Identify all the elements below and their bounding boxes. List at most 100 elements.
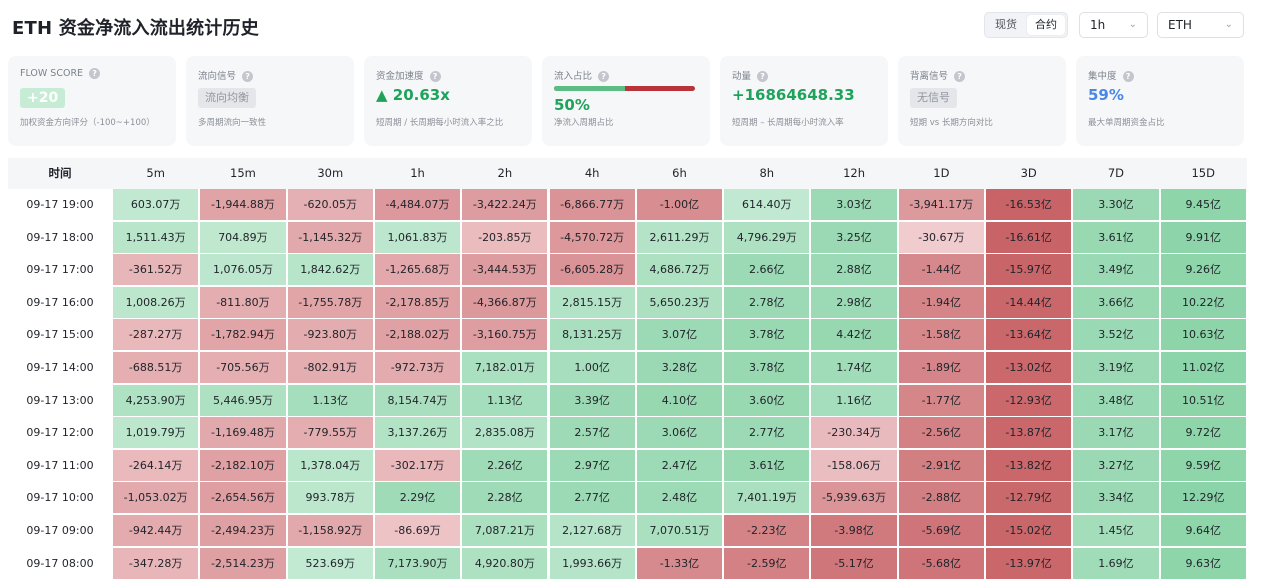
flow-cell: -1,944.88万 [200, 189, 286, 220]
metric-cards: FLOW SCORE? +20 加权资金方向评分（-100~+100） 流向信号… [8, 56, 1248, 146]
flow-cell: 5,650.23万 [636, 286, 723, 318]
help-icon[interactable]: ? [1122, 71, 1134, 82]
flow-cell: 3.39亿 [549, 384, 635, 416]
card-label: 资金加速度 [376, 71, 424, 82]
symbol-select[interactable]: ETH ⌄ [1157, 12, 1244, 38]
futures-tab[interactable]: 合约 [1027, 15, 1065, 35]
time-cell: 09-17 19:00 [26, 198, 94, 211]
flow-cell: 1,378.04万 [287, 449, 373, 481]
column-header: 15m [230, 166, 256, 180]
flow-cell: -86.69万 [374, 515, 461, 546]
flow-cell: -1.94亿 [898, 286, 984, 318]
flow-cell: -230.34万 [811, 417, 897, 449]
inflow-ratio-card: 流入占比? 50% 净流入周期占比 [542, 56, 710, 146]
flow-cell: 3.48亿 [1073, 384, 1159, 416]
spot-tab[interactable]: 现货 [995, 18, 1017, 31]
table-row: 09-17 08:00 -347.28万 -2,514.23万 523.69万 7,17… [8, 547, 1247, 581]
flow-cell: 2,127.68万 [549, 515, 635, 546]
market-type-toggle[interactable]: 现货 合约 [984, 12, 1068, 38]
flow-cell: -4,570.72万 [549, 221, 635, 253]
chevron-down-icon: ⌄ [1224, 19, 1233, 30]
column-header: 3D [1020, 166, 1037, 180]
flow-cell: 2,815.15万 [549, 286, 635, 318]
flow-cell: 2.77亿 [724, 417, 810, 449]
column-header: 2h [497, 166, 513, 180]
timeframe-select[interactable]: 1h ⌄ [1079, 12, 1148, 38]
time-cell: 09-17 17:00 [26, 263, 94, 277]
flow-cell: -6,605.28万 [549, 254, 635, 286]
flow-cell: -13.87亿 [986, 417, 1072, 449]
flow-cell: -811.80万 [200, 286, 286, 318]
flow-cell: -13.02亿 [986, 352, 1072, 383]
flow-cell: -1.77亿 [898, 384, 984, 416]
flow-cell: -5.17亿 [811, 547, 897, 579]
table-row: 09-17 11:00 -264.14万 -2,182.10万 1,378.04万 -3… [8, 449, 1247, 483]
flow-cell: -13.97亿 [986, 547, 1072, 579]
flow-cell: -688.51万 [113, 352, 199, 383]
flow-cell: 993.78万 [287, 482, 373, 514]
flow-signal-badge: 流向均衡 [198, 88, 256, 108]
time-cell: 09-17 09:00 [26, 524, 94, 537]
flow-cell: -923.80万 [287, 319, 373, 351]
flow-cell: 3.61亿 [724, 449, 810, 481]
divergence-badge: 无信号 [910, 88, 957, 108]
flow-cell: 7,401.19万 [724, 482, 810, 514]
flow-cell: -12.93亿 [986, 384, 1072, 416]
divergence-card: 背离信号? 无信号 短期 vs 长期方向对比 [898, 56, 1066, 146]
flow-cell: -2.56亿 [898, 417, 984, 449]
time-cell: 09-17 11:00 [26, 458, 94, 472]
flow-cell: 2.57亿 [549, 417, 635, 449]
flow-cell: -2,178.85万 [374, 286, 461, 318]
flow-cell: 2.28亿 [462, 482, 548, 514]
flow-cell: 3.28亿 [636, 352, 723, 383]
card-subtitle: 净流入周期占比 [554, 118, 614, 128]
inflow-ratio-bar [554, 86, 695, 91]
page-header: ETH 资金净流入流出统计历史 现货 合约 1h ⌄ ETH ⌄ [0, 0, 1280, 56]
flow-cell: 2,611.29万 [636, 221, 723, 253]
flow-cell: 9.26亿 [1160, 254, 1246, 286]
flow-cell: 1,019.79万 [113, 417, 199, 449]
flow-cell: 2.78亿 [724, 286, 810, 318]
help-icon[interactable]: ? [954, 71, 966, 82]
flow-cell: 1.13亿 [462, 384, 548, 416]
flow-cell: -2.23亿 [724, 515, 810, 546]
column-header: 7D [1107, 166, 1125, 180]
flow-cell: 2.66亿 [724, 254, 810, 286]
flow-cell: -361.52万 [113, 254, 199, 286]
flow-cell: 3.66亿 [1073, 286, 1159, 318]
flow-cell: -2.91亿 [898, 449, 984, 481]
help-icon[interactable]: ? [598, 71, 610, 82]
flow-cell: -15.02亿 [986, 515, 1072, 546]
table-row: 09-17 18:00 1,511.43万 704.89万 -1,145.32万 1,0… [8, 221, 1247, 255]
flow-cell: -2,182.10万 [200, 449, 286, 481]
flow-cell: -2,494.23万 [200, 515, 286, 546]
flow-cell: 5,446.95万 [200, 384, 286, 416]
table-row: 09-17 10:00 -1,053.02万 -2,654.56万 993.78万 2.… [8, 482, 1247, 515]
flow-cell: 7,070.51万 [636, 515, 723, 546]
flow-cell: -13.64亿 [986, 319, 1072, 351]
concentration-card: 集中度? 59% 最大单周期资金占比 [1076, 56, 1244, 146]
flow-cell: -2.88亿 [898, 482, 984, 514]
help-icon[interactable]: ? [89, 68, 101, 79]
card-subtitle: 多周期流向一致性 [198, 118, 267, 128]
flow-cell: 3.06亿 [636, 417, 723, 449]
flow-cell: 10.22亿 [1160, 286, 1246, 318]
card-label: 背离信号 [910, 71, 949, 82]
flow-cell: -1.89亿 [898, 352, 984, 383]
flow-cell: 4,796.29万 [724, 221, 810, 253]
help-icon[interactable]: ? [757, 71, 769, 82]
flow-cell: 3.17亿 [1073, 417, 1159, 449]
card-label: FLOW SCORE [20, 68, 84, 79]
card-subtitle: 短周期 / 长周期每小时流入率之比 [376, 118, 504, 128]
card-label: 动量 [732, 71, 752, 82]
flow-cell: 9.91亿 [1160, 221, 1246, 253]
time-cell: 09-17 15:00 [26, 328, 94, 342]
flow-cell: 4,686.72万 [636, 254, 723, 286]
help-icon[interactable]: ? [429, 71, 441, 82]
column-header: 1h [410, 166, 425, 180]
table-row: 09-17 09:00 -942.44万 -2,494.23万 -1,158.92万 -… [8, 515, 1247, 548]
help-icon[interactable]: ? [242, 71, 254, 82]
time-cell: 09-17 16:00 [26, 295, 94, 309]
flow-cell: -3.98亿 [811, 515, 897, 546]
column-header: 4h [584, 166, 600, 180]
